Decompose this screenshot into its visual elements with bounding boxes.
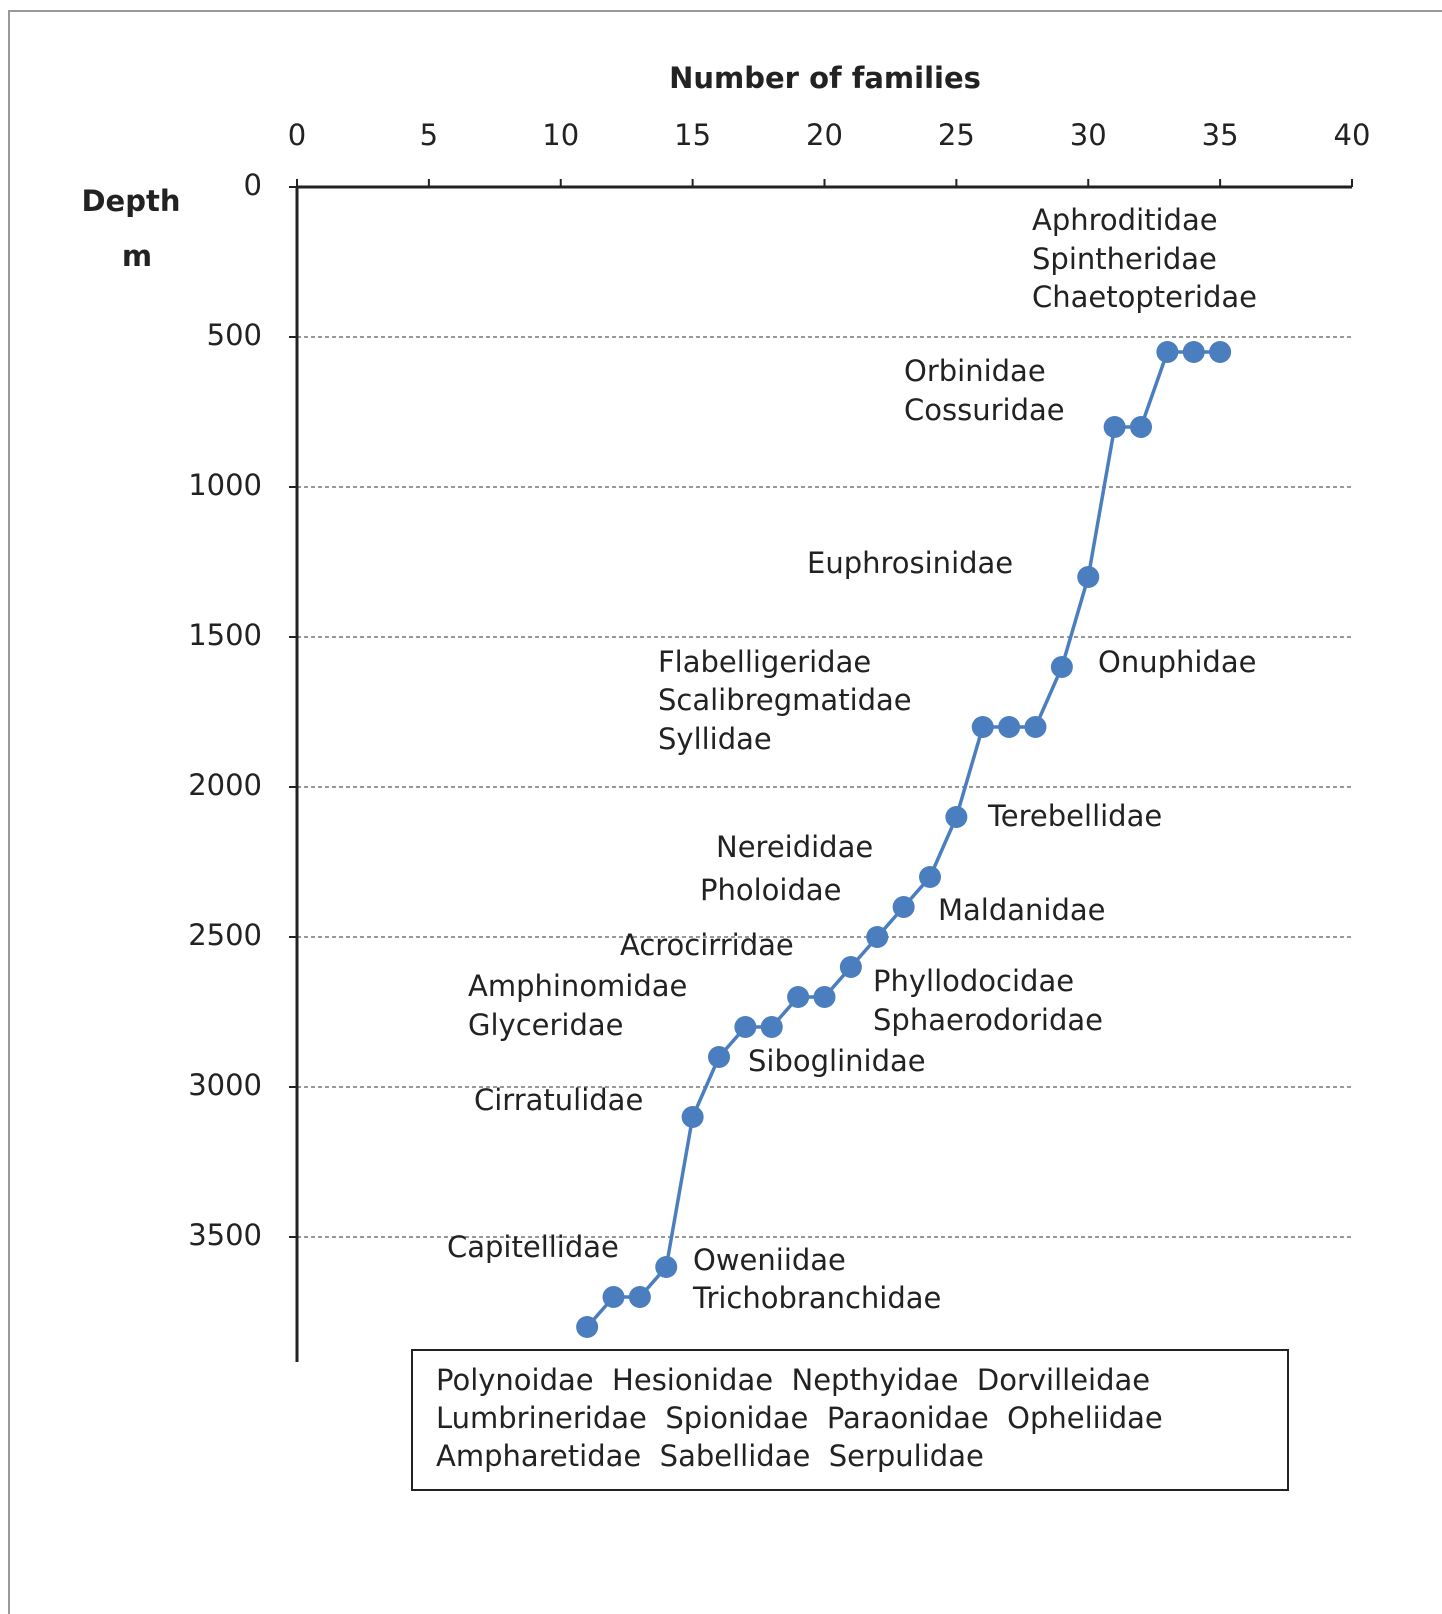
data-point [1024, 716, 1047, 738]
data-point [998, 716, 1021, 738]
x-tick-label: 20 [806, 118, 843, 152]
box-text: Polynoidae Hesionidae Nepthyidae Dorvill… [436, 1363, 1150, 1397]
data-point [708, 1046, 730, 1068]
data-point [760, 1016, 783, 1038]
y-tick-label: 1000 [188, 468, 262, 502]
annotation: Euphrosinidae [807, 546, 1013, 580]
data-point [628, 1286, 651, 1308]
annotation: Capitellidae [447, 1230, 619, 1264]
x-tick-label: 35 [1202, 118, 1239, 152]
annotation: Spintheridae [1032, 242, 1217, 276]
x-tick-label: 40 [1334, 118, 1371, 152]
annotation: Orbinidae [904, 354, 1046, 388]
annotation: Phyllodocidae [873, 964, 1074, 998]
x-tick-label: 5 [420, 118, 438, 152]
data-point [971, 716, 994, 738]
y-axis-label: Depth [81, 184, 180, 218]
data-point [1050, 656, 1073, 678]
x-tick-label: 0 [288, 118, 306, 152]
y-tick-label: 0 [244, 168, 262, 202]
y-tick-label: 2000 [188, 768, 262, 802]
data-point [839, 956, 862, 978]
x-tick-label: 15 [674, 118, 711, 152]
data-point [866, 926, 889, 948]
x-tick-label: 30 [1070, 118, 1107, 152]
annotation: Nereididae [716, 830, 873, 864]
y-tick-label: 3500 [188, 1218, 262, 1252]
annotation: Sphaerodoridae [873, 1003, 1103, 1037]
y-axis-label: m [122, 239, 152, 273]
note-box [411, 1349, 1289, 1491]
annotation: Trichobranchidae [692, 1281, 941, 1315]
annotation: Chaetopteridae [1032, 280, 1257, 314]
annotation: Flabelligeridae [658, 645, 871, 679]
annotation: Terebellidae [987, 799, 1162, 833]
data-point [602, 1286, 625, 1308]
data-point [813, 986, 836, 1008]
annotation: Acrocirridae [620, 928, 794, 962]
data-line [585, 350, 1221, 1329]
data-point [1077, 566, 1100, 588]
y-tick-label: 2500 [188, 918, 262, 952]
annotation: Cossuridae [904, 393, 1065, 427]
annotation: Glyceridae [468, 1008, 623, 1042]
data-point [681, 1106, 704, 1128]
chart-title: Number of families [669, 61, 981, 95]
x-tick-label: 10 [542, 118, 579, 152]
data-point [787, 986, 810, 1008]
annotation: Oweniidae [693, 1243, 846, 1277]
frame [8, 10, 1442, 1614]
y-tick-label: 3000 [188, 1068, 262, 1102]
x-tick-label: 25 [938, 118, 975, 152]
annotation: Siboglinidae [748, 1044, 926, 1078]
annotation: Amphinomidae [468, 969, 687, 1003]
annotation: Maldanidae [938, 893, 1106, 927]
data-point [1182, 341, 1205, 363]
annotation: Pholoidae [700, 873, 842, 907]
y-tick-label: 1500 [188, 618, 262, 652]
annotation: Cirratulidae [474, 1083, 643, 1117]
data-point [1209, 341, 1232, 363]
annotation: Syllidae [658, 722, 772, 756]
box-text: Lumbrineridae Spionidae Paraonidae Ophel… [436, 1401, 1163, 1435]
data-point [1103, 416, 1126, 438]
data-point [945, 806, 968, 828]
annotation: Aphroditidae [1032, 203, 1218, 237]
data-point [1156, 341, 1179, 363]
box-text: Ampharetidae Sabellidae Serpulidae [436, 1439, 984, 1473]
annotation: Onuphidae [1098, 645, 1256, 679]
data-point [919, 866, 941, 888]
data-point [734, 1016, 757, 1038]
data-point [1130, 416, 1152, 438]
data-point [892, 896, 915, 918]
data-point [655, 1256, 678, 1278]
data-point [576, 1316, 599, 1338]
y-tick-label: 500 [207, 318, 262, 352]
annotation: Scalibregmatidae [658, 683, 912, 717]
